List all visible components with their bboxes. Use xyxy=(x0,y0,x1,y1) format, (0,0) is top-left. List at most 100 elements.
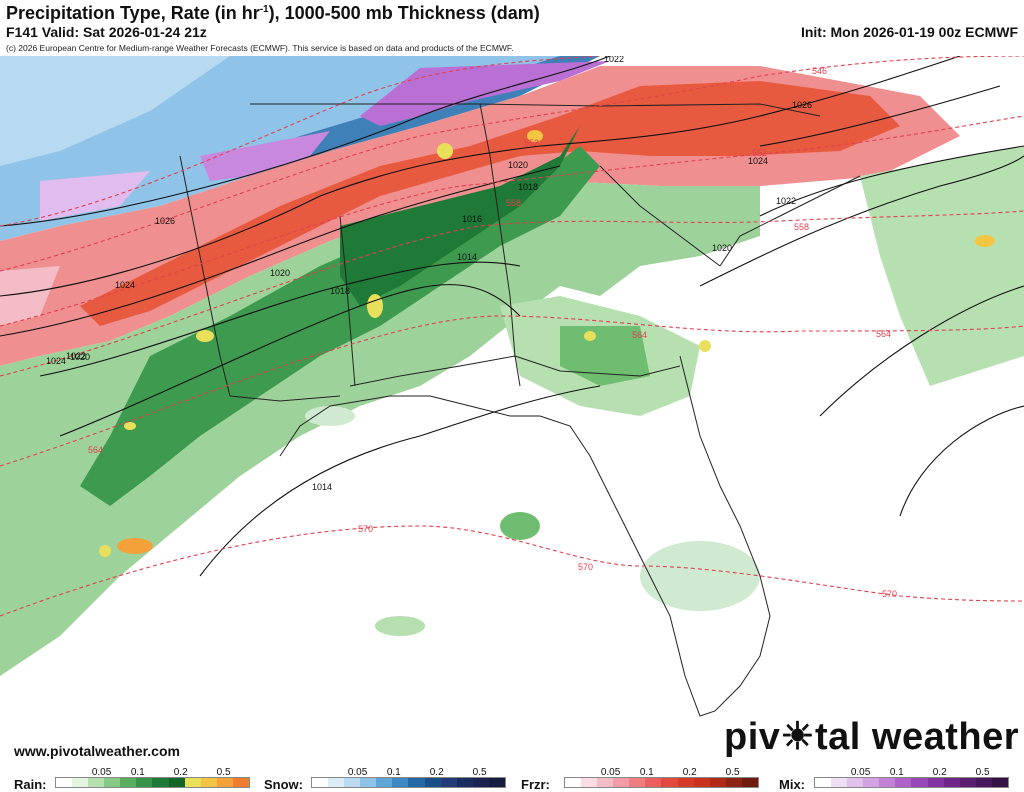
pressure-label: 1014 xyxy=(312,482,332,492)
copyright-notice: (c) 2026 European Centre for Medium-rang… xyxy=(6,43,514,53)
legend-swatch xyxy=(677,778,694,787)
legend-swatch xyxy=(184,778,201,787)
thickness-label: 552 xyxy=(752,148,767,158)
thickness-label: 558 xyxy=(506,198,521,208)
pressure-label: 1018 xyxy=(330,286,350,296)
legend-rain-label: Rain: xyxy=(14,777,47,792)
pressure-label: 1026 xyxy=(792,100,812,110)
rain-area xyxy=(0,126,1024,676)
legend-swatch xyxy=(565,778,582,787)
legend-swatch xyxy=(693,778,710,787)
pressure-label: 1026 xyxy=(155,216,175,226)
legend-mix-bar xyxy=(814,777,1009,788)
legend-tick-label: 0.05 xyxy=(91,767,112,778)
thickness-label: 564 xyxy=(632,330,647,340)
legend-swatch xyxy=(312,778,329,787)
pressure-label: 1022 xyxy=(776,196,796,206)
legend-swatch xyxy=(911,778,928,787)
precip-legend: Rain: Snow: Frzr: Mix: 0.05 0.1 0.2 0.5 0.05… xyxy=(0,767,1024,792)
legend-swatch xyxy=(815,778,832,787)
legend-swatch xyxy=(216,778,233,787)
pressure-label: 1014 xyxy=(457,252,477,262)
legend-swatch xyxy=(104,778,121,787)
legend-swatch xyxy=(392,778,409,787)
legend-tick-label: 0.05 xyxy=(850,767,871,778)
pressure-label: 1022 xyxy=(66,351,86,361)
legend-swatch xyxy=(709,778,726,787)
legend-tick-label: 0.1 xyxy=(889,767,904,778)
legend-swatch xyxy=(408,778,425,787)
freezing-rain-area xyxy=(0,66,960,366)
legend-tick-label: 0.5 xyxy=(216,767,231,778)
legend-swatch xyxy=(440,778,457,787)
init-time: Init: Mon 2026-01-19 00z ECMWF xyxy=(800,24,1018,40)
legend-swatch xyxy=(597,778,614,787)
legend-swatch xyxy=(645,778,662,787)
legend-swatch xyxy=(72,778,89,787)
thickness-lines xyxy=(0,56,1024,617)
legend-swatch xyxy=(879,778,896,787)
legend-swatch xyxy=(152,778,169,787)
legend-swatch xyxy=(831,778,848,787)
legend-tick-label: 0.1 xyxy=(386,767,401,778)
legend-swatch xyxy=(200,778,217,787)
legend-swatch xyxy=(725,778,742,787)
legend-swatch xyxy=(168,778,185,787)
legend-tick-label: 0.2 xyxy=(429,767,444,778)
pressure-label: 1018 xyxy=(518,182,538,192)
pressure-label: 1016 xyxy=(462,214,482,224)
legend-snow-bar xyxy=(311,777,506,788)
map-borders xyxy=(179,103,861,717)
legend-frzr-label: Frzr: xyxy=(521,777,550,792)
site-url: www.pivotalweather.com xyxy=(14,743,180,759)
pressure-label: 1024 xyxy=(115,280,135,290)
heavy-rain-cells xyxy=(99,130,995,557)
pressure-label: 1020 xyxy=(70,352,90,362)
legend-tick-label: 0.5 xyxy=(472,767,487,778)
map-canvas: 1022 1026 1020 1024 1018 1016 1014 1020 … xyxy=(0,56,1024,717)
map-title: Precipitation Type, Rate (in hr-1), 1000… xyxy=(6,3,540,23)
contour-labels: 1022 1026 1020 1024 1018 1016 1014 1020 … xyxy=(46,56,897,599)
legend-mix-label: Mix: xyxy=(779,777,805,792)
thickness-label: 570 xyxy=(882,589,897,599)
thickness-label: 570 xyxy=(578,562,593,572)
legend-rain-bar xyxy=(55,777,250,788)
legend-swatch xyxy=(376,778,393,787)
legend-swatch xyxy=(863,778,880,787)
legend-swatch xyxy=(741,778,758,787)
thickness-label: 570 xyxy=(358,524,373,534)
pressure-label: 1024 xyxy=(748,156,768,166)
legend-swatch xyxy=(927,778,944,787)
pivotal-weather-logo: piv☀tal weather xyxy=(724,716,1020,758)
pressure-label: 1020 xyxy=(508,160,528,170)
thickness-label: 546 xyxy=(812,66,827,76)
isobars xyxy=(0,56,1024,577)
legend-tick-label: 0.2 xyxy=(173,767,188,778)
legend-tick-label: 0.5 xyxy=(975,767,990,778)
pressure-label: 1020 xyxy=(712,243,732,253)
pressure-label: 1022 xyxy=(604,56,624,64)
legend-swatch xyxy=(629,778,646,787)
legend-swatch xyxy=(456,778,473,787)
legend-frzr-bar xyxy=(564,777,759,788)
sun-icon: ☀ xyxy=(780,716,815,758)
legend-snow-label: Snow: xyxy=(264,777,303,792)
map-header: Precipitation Type, Rate (in hr-1), 1000… xyxy=(0,0,1024,56)
legend-tick-label: 0.2 xyxy=(932,767,947,778)
legend-swatch xyxy=(232,778,249,787)
legend-tick-label: 0.05 xyxy=(600,767,621,778)
legend-swatch xyxy=(975,778,992,787)
legend-swatch xyxy=(943,778,960,787)
legend-swatch xyxy=(424,778,441,787)
legend-swatch xyxy=(895,778,912,787)
legend-swatch xyxy=(847,778,864,787)
thickness-label: 558 xyxy=(794,222,809,232)
legend-swatch xyxy=(613,778,630,787)
legend-tick-label: 0.1 xyxy=(639,767,654,778)
legend-tick-label: 0.1 xyxy=(130,767,145,778)
thickness-label: 564 xyxy=(876,329,891,339)
legend-swatch xyxy=(328,778,345,787)
weather-map[interactable]: 1022 1026 1020 1024 1018 1016 1014 1020 … xyxy=(0,56,1024,769)
legend-swatch xyxy=(581,778,598,787)
legend-swatch xyxy=(991,778,1008,787)
